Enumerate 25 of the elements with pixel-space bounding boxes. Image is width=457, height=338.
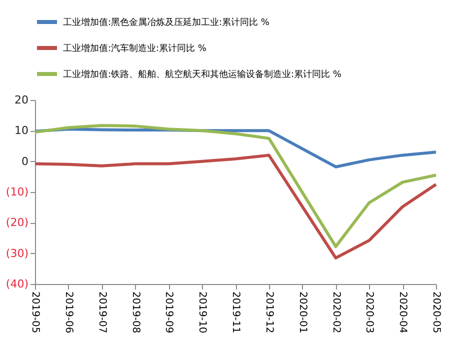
x-tick-label: 2020-04 xyxy=(397,292,408,334)
y-tick-label: (30) xyxy=(6,246,28,260)
x-tick-label: 2020-02 xyxy=(330,292,342,334)
x-tick-label: 2019-10 xyxy=(196,292,208,334)
x-tick-label: 2019-06 xyxy=(62,292,74,334)
x-tick-label: 2019-05 xyxy=(30,292,40,334)
legend-label: 工业增加值:黑色金属冶炼及压延加工业:累计同比 % xyxy=(63,17,270,28)
y-tick-label: 10 xyxy=(14,124,28,138)
x-tick-label: 2020-05 xyxy=(430,292,442,334)
legend-label: 工业增加值:铁路、船舶、航空航天和其他运输设备制造业:累计同比 % xyxy=(63,69,342,80)
x-tick-label: 2020-03 xyxy=(364,292,375,334)
line-series xyxy=(34,124,438,248)
x-tick-label: 2020-01 xyxy=(296,292,308,334)
y-tick-label: 20 xyxy=(14,94,28,106)
y-tick-label: (20) xyxy=(6,216,28,230)
x-tick-label: 2019-11 xyxy=(230,292,241,334)
x-tick-label: 2019-09 xyxy=(163,292,174,334)
y-tick-label: (10) xyxy=(6,186,28,198)
y-tick-label: (40) xyxy=(6,278,28,290)
x-tick-label: 2019-12 xyxy=(263,292,274,334)
y-tick-label: 0 xyxy=(22,154,28,168)
x-tick-label: 2019-08 xyxy=(130,292,141,334)
x-tick-label: 2019-07 xyxy=(96,292,108,334)
line-series xyxy=(34,154,438,260)
legend-label: 工业增加值:汽车制造业:累计同比 % xyxy=(63,43,207,54)
